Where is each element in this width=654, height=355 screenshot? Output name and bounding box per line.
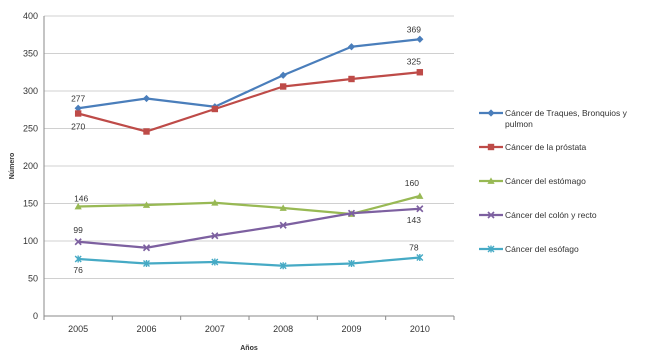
series-1 bbox=[74, 69, 424, 135]
x-tick-label: 2007 bbox=[205, 324, 225, 334]
y-tick-label: 250 bbox=[23, 124, 38, 134]
data-point bbox=[74, 104, 82, 112]
data-point bbox=[211, 258, 219, 266]
y-tick-label: 100 bbox=[23, 236, 38, 246]
series-line bbox=[77, 71, 420, 133]
series-line bbox=[78, 38, 420, 110]
legend-label: Cáncer de la próstata bbox=[505, 142, 587, 152]
x-tick-label: 2010 bbox=[410, 324, 430, 334]
data-label: 369 bbox=[407, 24, 421, 34]
y-tick-label: 0 bbox=[33, 311, 38, 321]
x-tick-label: 2005 bbox=[68, 324, 88, 334]
y-tick-label: 400 bbox=[23, 11, 38, 21]
x-tick-labels: 2005 2006 2007 2008 2009 2010 bbox=[68, 324, 430, 334]
legend-label: Cáncer de Traques, Bronquios y pulmon bbox=[505, 108, 627, 129]
series-line bbox=[78, 256, 420, 267]
data-label: 160 bbox=[405, 178, 419, 188]
data-point bbox=[487, 177, 495, 184]
data-point bbox=[142, 201, 151, 208]
data-point bbox=[487, 109, 495, 117]
data-label: 143 bbox=[407, 215, 421, 225]
data-label: 76 bbox=[73, 265, 83, 275]
legend-swatch bbox=[479, 177, 503, 184]
y-axis-title: Número bbox=[9, 153, 16, 179]
data-point bbox=[416, 192, 424, 199]
data-label: 325 bbox=[407, 56, 421, 66]
legend-swatch bbox=[479, 245, 503, 253]
series-4 bbox=[74, 254, 424, 270]
data-point bbox=[74, 110, 82, 117]
data-point bbox=[142, 94, 151, 103]
y-tick-label: 150 bbox=[23, 199, 38, 209]
data-point bbox=[74, 238, 82, 246]
data-label: 99 bbox=[73, 225, 83, 235]
data-point bbox=[487, 245, 495, 253]
data-point bbox=[347, 209, 356, 217]
data-label: 270 bbox=[71, 122, 85, 132]
legend-label: Cáncer del esófago bbox=[505, 244, 579, 254]
legend-swatch bbox=[479, 109, 503, 117]
data-point bbox=[74, 255, 82, 263]
data-point bbox=[143, 260, 150, 267]
data-point bbox=[279, 262, 287, 270]
x-axis-title: Años bbox=[240, 345, 258, 352]
data-point bbox=[279, 83, 287, 90]
data-point bbox=[279, 71, 287, 79]
x-tick-label: 2009 bbox=[341, 324, 361, 334]
series-3 bbox=[74, 205, 424, 252]
x-tick-label: 2008 bbox=[273, 324, 293, 334]
y-tick-label: 200 bbox=[23, 161, 38, 171]
data-point bbox=[416, 205, 424, 213]
data-point bbox=[211, 232, 219, 240]
y-tick-label: 350 bbox=[23, 49, 38, 59]
data-point bbox=[348, 75, 355, 83]
data-point bbox=[211, 199, 219, 206]
legend-label: Cáncer del colón y recto bbox=[505, 210, 597, 220]
data-point bbox=[279, 221, 287, 229]
data-point bbox=[74, 202, 82, 210]
data-point bbox=[347, 43, 356, 51]
data-point bbox=[348, 260, 355, 267]
grid-lines bbox=[44, 15, 454, 279]
axes bbox=[43, 16, 455, 320]
series-0 bbox=[74, 35, 424, 112]
data-point bbox=[211, 105, 219, 113]
y-tick-label: 50 bbox=[28, 274, 38, 284]
series-line bbox=[78, 194, 421, 216]
series-lines bbox=[74, 35, 424, 270]
data-point bbox=[416, 35, 424, 43]
series-line bbox=[78, 207, 420, 249]
data-point bbox=[416, 69, 424, 76]
data-label: 146 bbox=[74, 194, 88, 204]
data-point bbox=[487, 143, 495, 151]
data-point bbox=[279, 204, 287, 211]
legend-label: Cáncer del estómago bbox=[505, 176, 586, 186]
legend-swatch bbox=[479, 143, 503, 151]
data-point bbox=[143, 128, 150, 135]
x-tick-label: 2006 bbox=[136, 324, 156, 334]
data-labels: 277 369 270 325 146 160 99 143 76 78 bbox=[71, 24, 421, 275]
data-point bbox=[142, 244, 151, 252]
data-label: 78 bbox=[409, 243, 419, 253]
data-point bbox=[487, 211, 495, 219]
data-label: 277 bbox=[71, 93, 85, 103]
legend-swatch bbox=[479, 211, 503, 219]
y-tick-label: 300 bbox=[23, 86, 38, 96]
data-point bbox=[416, 254, 424, 261]
series-2 bbox=[74, 192, 424, 217]
y-tick-labels: 0 50 100 150 200 250 300 350 400 bbox=[23, 11, 38, 321]
